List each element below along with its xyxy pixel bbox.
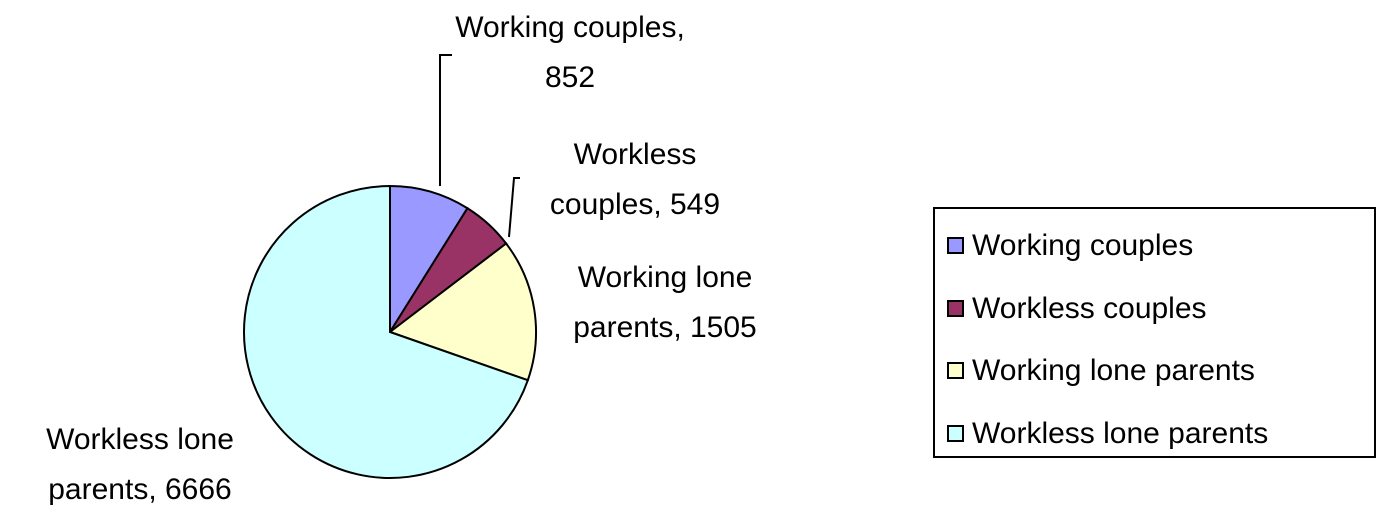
pie-slice	[243, 184, 530, 479]
legend-label: Workless lone parents	[972, 416, 1269, 450]
data-label: Workless lone parents, 6666	[46, 423, 234, 506]
legend-swatch	[947, 237, 964, 254]
legend-item: Working couples	[947, 226, 1193, 266]
legend-swatch	[947, 362, 964, 379]
pie-slice	[387, 242, 537, 382]
leader-line	[508, 177, 520, 238]
legend-item: Workless lone parents	[947, 414, 1268, 454]
leader-line	[439, 54, 452, 186]
legend: Working couples Workless couples Working l…	[933, 207, 1376, 458]
data-label: Working couples, 852	[455, 11, 685, 94]
legend-label: Working lone parents	[972, 354, 1255, 387]
data-label: Working lone parents, 1505	[573, 261, 757, 344]
legend-item: Working lone parents	[947, 351, 1255, 391]
legend-swatch	[947, 299, 964, 317]
slices	[243, 184, 537, 479]
legend-label: Working couples	[972, 229, 1194, 262]
legend-swatch	[947, 424, 964, 442]
legend-label: Workless couples	[972, 291, 1207, 325]
data-label: Workless couples, 549	[549, 138, 721, 221]
pie-slice	[389, 184, 469, 336]
legend-item: Workless couples	[947, 289, 1207, 329]
